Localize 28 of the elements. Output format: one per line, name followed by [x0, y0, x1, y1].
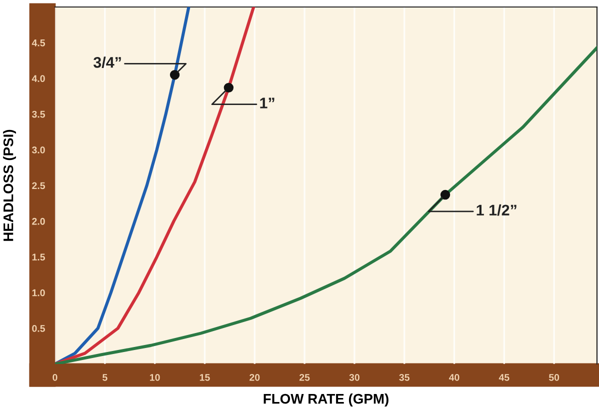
- y-tick-label: 3.5: [32, 110, 46, 118]
- y-tick-label: 2.0: [32, 218, 45, 225]
- y-tick-label: 3.0: [32, 146, 45, 154]
- y-tick-label: 2.5: [32, 182, 46, 190]
- x-tick-label: 45: [498, 374, 510, 381]
- y-tick-label: 4.0: [32, 75, 45, 82]
- annotation: 1”: [260, 98, 274, 108]
- x-tick-label: 35: [399, 374, 410, 381]
- line-series: [55, 46, 597, 364]
- x-axis-title: FLOW RATE (GPM): [264, 394, 388, 406]
- y-tick-label: 4.5: [32, 40, 46, 46]
- annotation: 1 1/2”: [476, 204, 516, 216]
- x-tick-label: 5: [102, 374, 108, 381]
- x-tick-label: 20: [250, 374, 260, 381]
- x-tick-label: 30: [349, 374, 360, 381]
- x-tick-label: 0: [52, 374, 58, 381]
- y-tick-label: 1.0: [32, 289, 45, 296]
- x-tick-label: 50: [548, 374, 560, 381]
- y-tick-label: 0.5: [32, 325, 46, 332]
- x-tick-label: 40: [449, 374, 460, 381]
- x-tick-label: 15: [200, 374, 210, 381]
- line-series: [55, 7, 190, 364]
- line-series: [55, 7, 256, 364]
- x-tick-label: 25: [299, 374, 310, 381]
- y-axis-title: HEADLOSS (PSI): [3, 130, 16, 241]
- annotation: 3/4”: [93, 56, 121, 68]
- x-tick-label: 10: [150, 374, 160, 381]
- y-tick-label: 1.5: [32, 254, 46, 261]
